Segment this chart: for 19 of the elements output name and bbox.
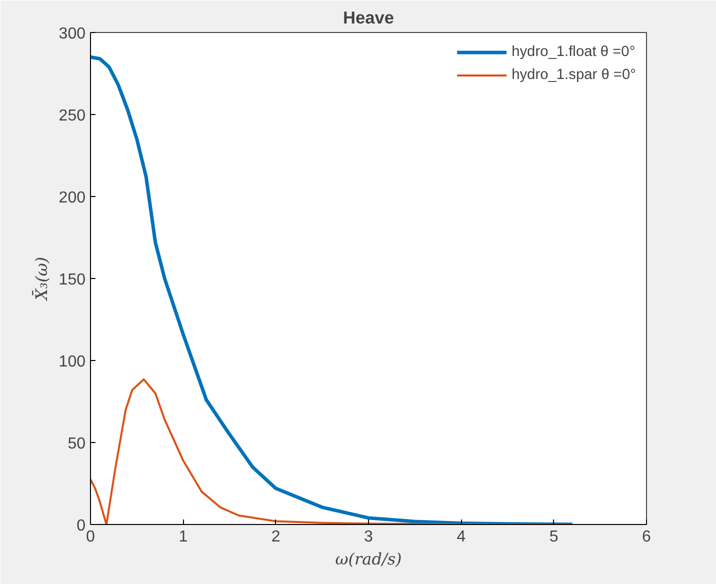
y-tick-label: 200	[58, 190, 86, 206]
y-tick-label: 250	[58, 108, 86, 124]
x-tick-label: 2	[271, 528, 280, 546]
legend-label: hydro_1.spar θ =0°	[512, 67, 636, 83]
y-tick-label: 300	[58, 26, 86, 42]
x-tick-label: 5	[549, 528, 558, 546]
legend-label: hydro_1.float θ =0°	[512, 44, 636, 60]
y-axis-title: X̄₃(ω)	[32, 256, 51, 302]
y-tick-label: 150	[58, 272, 86, 288]
x-axis-title: ω(rad/s)	[335, 550, 402, 568]
y-tick-label: 0	[76, 518, 86, 534]
x-tick-label: 3	[364, 528, 374, 546]
y-tick-label: 100	[58, 354, 86, 370]
x-tick-label: 4	[456, 528, 466, 546]
x-tick-label: 6	[642, 528, 652, 546]
line-series	[90, 378, 574, 524]
y-tick-label: 50	[68, 436, 86, 452]
x-tick-label: 1	[178, 528, 188, 546]
chart-title: Heave	[342, 8, 394, 28]
